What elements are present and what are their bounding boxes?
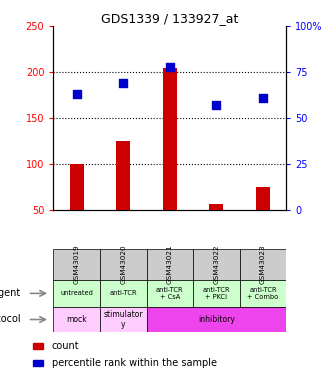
Text: count: count — [52, 341, 79, 351]
Bar — [100, 280, 147, 307]
Point — [260, 95, 266, 101]
Bar — [256, 187, 270, 210]
Bar — [53, 280, 100, 307]
Bar — [147, 249, 193, 280]
Text: anti-TCR
+ Combo: anti-TCR + Combo — [247, 287, 279, 300]
Bar — [147, 280, 193, 307]
Point — [167, 64, 172, 70]
Bar — [33, 343, 43, 349]
Bar — [240, 249, 286, 280]
Bar — [193, 249, 240, 280]
Bar — [116, 141, 130, 210]
Text: protocol: protocol — [0, 315, 21, 324]
Bar — [53, 249, 100, 280]
Bar — [100, 307, 147, 332]
Text: inhibitory: inhibitory — [198, 315, 235, 324]
Bar — [163, 68, 177, 210]
Bar — [240, 280, 286, 307]
Text: GSM43023: GSM43023 — [260, 245, 266, 284]
Text: GSM43020: GSM43020 — [120, 245, 126, 284]
Point — [121, 80, 126, 86]
Bar — [33, 360, 43, 366]
Bar — [209, 204, 223, 210]
Bar — [193, 280, 240, 307]
Bar — [147, 307, 286, 332]
Bar — [53, 307, 100, 332]
Text: GSM43022: GSM43022 — [213, 245, 219, 284]
Point — [214, 102, 219, 108]
Text: stimulator
y: stimulator y — [104, 310, 143, 329]
Text: percentile rank within the sample: percentile rank within the sample — [52, 358, 216, 368]
Text: GSM43021: GSM43021 — [167, 245, 173, 284]
Text: anti-TCR
+ PKCi: anti-TCR + PKCi — [203, 287, 230, 300]
Text: anti-TCR
+ CsA: anti-TCR + CsA — [156, 287, 183, 300]
Text: mock: mock — [66, 315, 87, 324]
Text: agent: agent — [0, 288, 21, 298]
Text: untreated: untreated — [60, 290, 93, 296]
Bar — [100, 249, 147, 280]
Point — [74, 91, 79, 97]
Text: GSM43019: GSM43019 — [74, 245, 80, 284]
Bar — [70, 164, 84, 210]
Title: GDS1339 / 133927_at: GDS1339 / 133927_at — [101, 12, 238, 25]
Text: anti-TCR: anti-TCR — [110, 290, 137, 296]
